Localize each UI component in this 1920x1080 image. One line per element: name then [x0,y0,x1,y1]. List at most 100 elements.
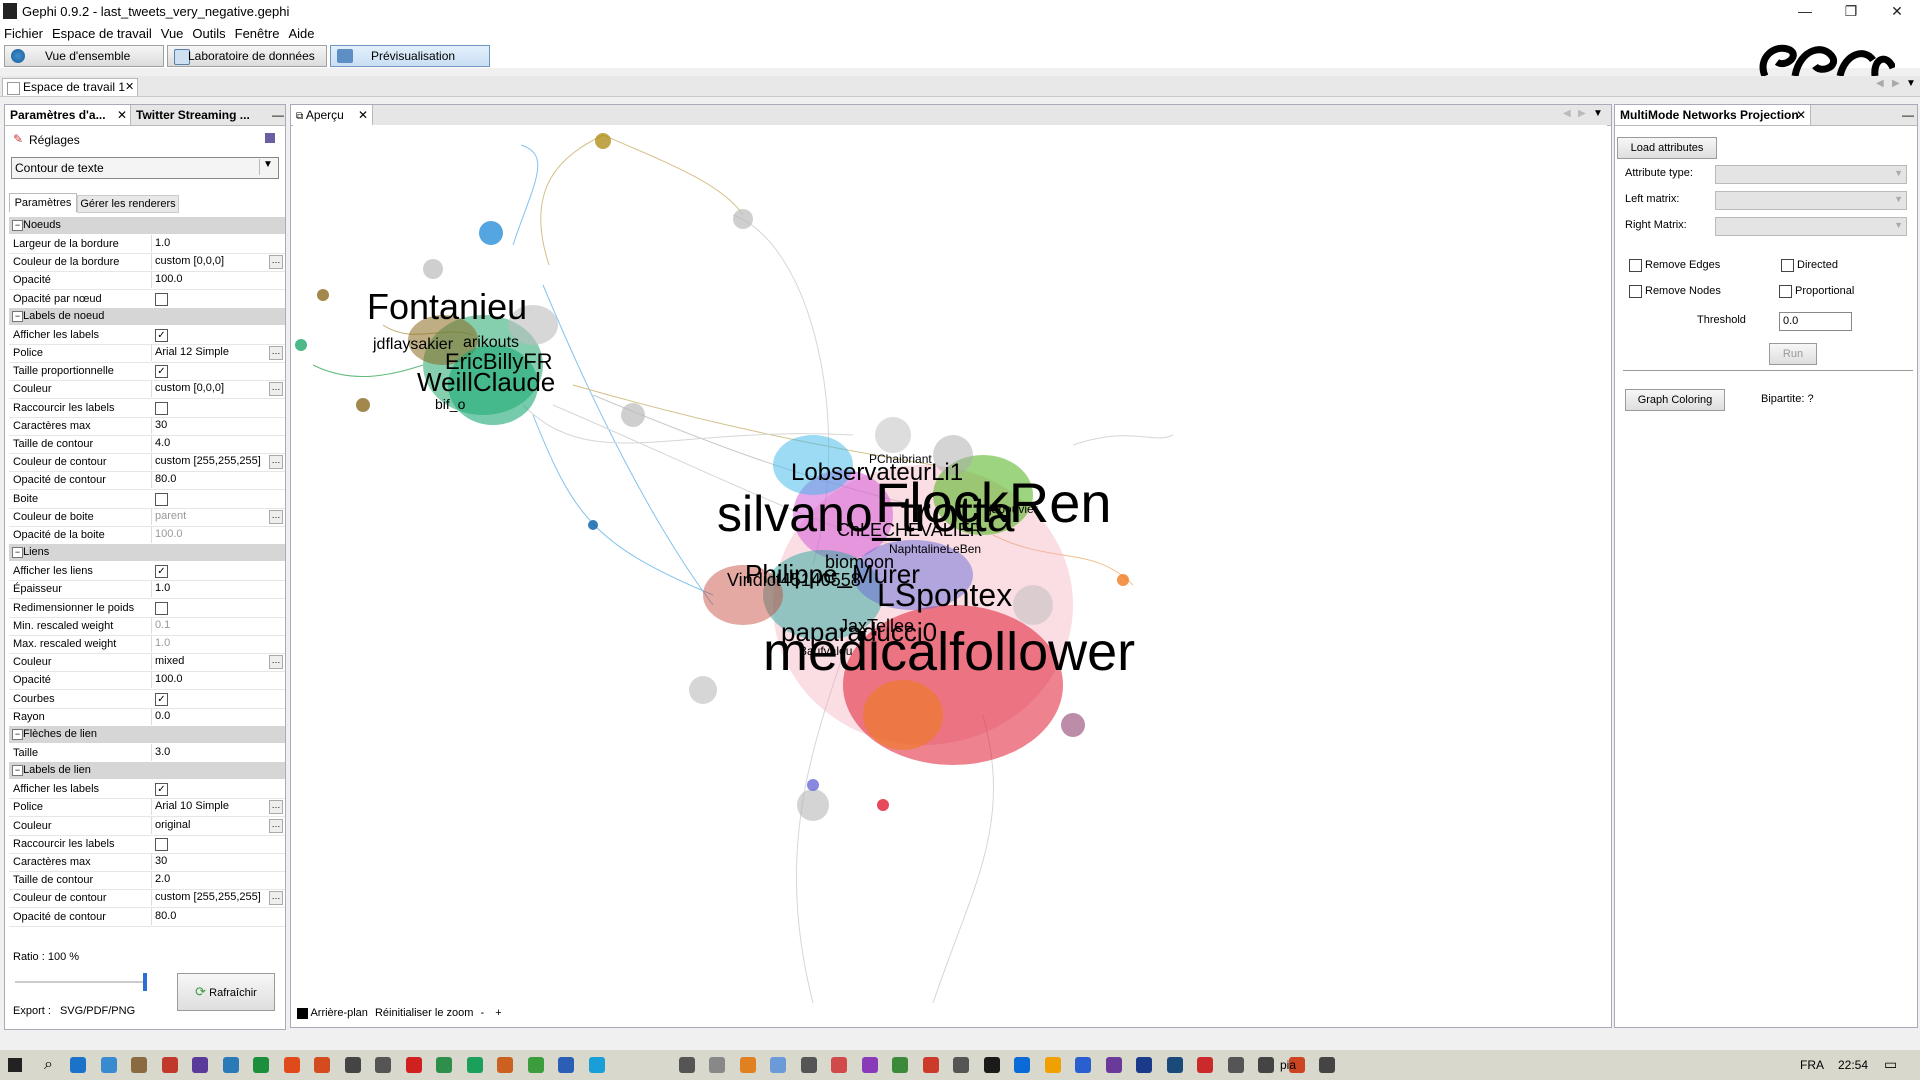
tab-gerer-renderers[interactable]: Gérer les renderers [77,195,179,213]
taskbar-app-icon[interactable] [558,1057,574,1073]
taskbar-app-icon[interactable] [1075,1057,1091,1073]
taskbar-app-icon[interactable] [405,1057,422,1073]
taskbar-app-icon[interactable] [831,1057,847,1073]
taskbar-app-icon[interactable] [709,1057,725,1073]
taskbar-app-icon[interactable] [1288,1057,1305,1073]
left-matrix-select[interactable]: ▼ [1715,191,1907,210]
property-value[interactable]: custom [255,255,255] [151,889,285,907]
tab-twitter-streaming[interactable]: Twitter Streaming ... [131,105,256,125]
taskbar-app-icon[interactable] [1105,1057,1122,1073]
collapse-icon[interactable]: − [12,729,23,740]
maximize-button[interactable]: ❐ [1844,3,1858,19]
property-value[interactable]: Arial 12 Simple [151,344,285,361]
ratio-slider-track[interactable] [15,981,145,983]
taskbar-app-icon[interactable] [100,1057,117,1073]
preview-mode-button[interactable]: Prévisualisation [330,45,490,67]
attribute-type-select[interactable]: ▼ [1715,165,1907,184]
taskbar-app-icon[interactable] [739,1057,756,1073]
property-value[interactable]: Arial 10 Simple [151,798,285,816]
taskbar-app-icon[interactable] [1044,1057,1061,1073]
collapse-icon[interactable]: − [12,547,23,559]
taskbar-app-icon[interactable] [375,1057,391,1073]
preset-select[interactable]: Contour de texte ▼ [11,157,279,179]
tab-parametres[interactable]: Paramètres [9,193,77,212]
taskbar-app-icon[interactable] [983,1057,1000,1073]
start-icon[interactable] [8,1058,22,1072]
workspace-tab[interactable]: Espace de travail 1 ✕ [2,78,138,96]
minimize-panel-icon[interactable]: — [1902,108,1914,122]
data-lab-mode-button[interactable]: Laboratoire de données [167,45,327,67]
menu-vue[interactable]: Vue [160,26,184,41]
refresh-button[interactable]: ⟳ Rafraîchir [177,973,275,1011]
property-value[interactable]: 100.0 [151,526,285,543]
property-checkbox[interactable] [155,401,168,415]
taskbar-app-icon[interactable] [131,1057,147,1073]
taskbar-app-icon[interactable] [466,1057,483,1073]
right-matrix-select[interactable]: ▼ [1715,217,1907,236]
edit-ellipsis-button[interactable]: … [269,346,283,360]
property-value[interactable]: 2.0 [151,871,285,889]
edit-ellipsis-button[interactable]: … [269,891,283,906]
overview-mode-button[interactable]: Vue d'ensemble [4,45,164,67]
export-formats-link[interactable]: SVG/PDF/PNG [59,1005,136,1017]
close-icon[interactable]: ✕ [1795,108,1806,122]
pia-tray-label[interactable]: pia [1280,1058,1297,1072]
property-category[interactable]: − Noeuds [9,217,285,234]
scroll-right-icon[interactable]: ▶ [1578,108,1586,119]
property-checkbox[interactable] [155,601,168,615]
edit-ellipsis-button[interactable]: … [269,818,283,833]
notifications-icon[interactable]: ▭ [1884,1056,1898,1072]
edit-ellipsis-button[interactable]: … [269,800,283,815]
minimize-button[interactable]: — [1798,3,1812,19]
language-indicator[interactable]: FRA [1800,1058,1824,1072]
taskbar-app-icon[interactable] [861,1057,878,1073]
collapse-icon[interactable]: − [12,765,23,777]
property-value[interactable]: 80.0 [151,907,285,925]
taskbar-app-icon[interactable] [497,1057,513,1073]
property-value[interactable]: 100.0 [151,271,285,289]
save-icon[interactable] [265,133,275,143]
property-category[interactable]: − Flèches de lien [9,726,285,743]
taskbar-app-icon[interactable] [1227,1057,1244,1073]
edit-ellipsis-button[interactable]: … [269,382,283,397]
minimize-panel-icon[interactable]: — [272,108,284,122]
edit-ellipsis-button[interactable]: … [269,255,283,270]
search-icon[interactable]: ⌕ [44,1056,53,1073]
taskbar-app-icon[interactable] [953,1057,969,1073]
taskbar-app-icon[interactable] [192,1057,208,1073]
graph-preview-canvas[interactable]: Fontanieu jdflaysakier arikouts EricBill… [293,125,1607,1003]
taskbar-app-icon[interactable] [800,1057,817,1073]
tab-preview-settings[interactable]: Paramètres d'a... ✕ [5,105,131,125]
property-value[interactable]: 0.0 [151,707,285,725]
threshold-input[interactable]: 0.0 [1779,312,1852,331]
close-icon[interactable]: ✕ [357,108,368,122]
taskbar-app-icon[interactable] [678,1057,695,1073]
taskbar-app-icon[interactable] [436,1057,452,1073]
taskbar-app-icon[interactable] [314,1057,330,1073]
property-checkbox[interactable] [155,292,168,306]
taskbar-app-icon[interactable] [1136,1057,1152,1073]
property-checkbox[interactable]: ✓ [155,783,168,797]
property-checkbox[interactable] [155,492,168,506]
property-value[interactable]: 1.0 [151,235,285,252]
zoom-out-button[interactable]: - [480,1007,485,1019]
remove-nodes-checkbox[interactable] [1629,285,1642,298]
taskbar-app-icon[interactable] [222,1057,239,1073]
directed-checkbox[interactable] [1781,259,1794,272]
property-value[interactable]: parent [151,507,285,525]
menu-espace-de-travail[interactable]: Espace de travail [52,26,152,41]
taskbar-app-icon[interactable] [892,1057,908,1073]
property-category[interactable]: − Liens [9,544,285,562]
close-icon[interactable]: ✕ [116,108,127,122]
scroll-left-icon[interactable]: ◀ [1876,78,1884,89]
property-value[interactable]: 4.0 [151,435,285,452]
proportional-checkbox[interactable] [1779,285,1792,298]
menu-aide[interactable]: Aide [288,26,315,41]
property-checkbox[interactable]: ✓ [155,365,168,379]
taskbar-app-icon[interactable] [161,1057,178,1073]
scroll-left-icon[interactable]: ◀ [1563,108,1571,119]
taskbar-app-icon[interactable] [588,1057,605,1073]
property-value[interactable]: 1.0 [151,580,285,598]
menu-fenetre[interactable]: Fenêtre [234,26,280,41]
property-category[interactable]: − Labels de noeud [9,307,285,325]
